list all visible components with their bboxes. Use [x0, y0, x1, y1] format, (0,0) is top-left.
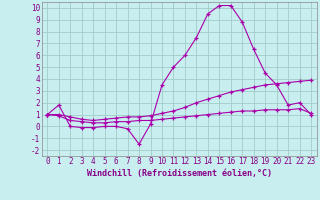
X-axis label: Windchill (Refroidissement éolien,°C): Windchill (Refroidissement éolien,°C): [87, 169, 272, 178]
